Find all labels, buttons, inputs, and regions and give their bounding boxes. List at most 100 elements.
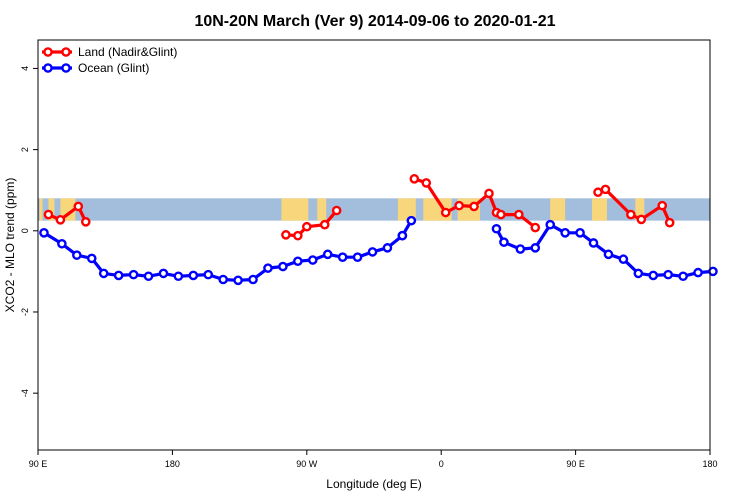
data-point: [496, 209, 506, 220]
x-tick-label: 90 E: [29, 459, 48, 469]
map-land: [48, 198, 55, 221]
data-point: [98, 268, 109, 279]
plot-frame: [37, 39, 711, 451]
map-land: [317, 198, 327, 221]
series-line: [43, 231, 404, 282]
map-ocean: [38, 198, 710, 221]
data-point: [248, 274, 258, 285]
data-point: [678, 271, 688, 282]
data-point: [657, 200, 668, 211]
data-point: [409, 174, 420, 184]
legend-marker: [43, 63, 53, 73]
data-point: [233, 275, 243, 286]
data-point: [530, 243, 541, 253]
y-axis-label: XCO2 - MLO trend (ppm): [3, 178, 17, 313]
data-point: [499, 237, 509, 247]
data-point: [491, 223, 502, 234]
data-point: [397, 230, 408, 241]
data-point: [173, 271, 184, 282]
data-point: [331, 205, 342, 216]
data-point: [545, 219, 556, 230]
data-point: [367, 247, 378, 257]
y-tick-label: 2: [20, 147, 30, 152]
legend: Land (Nadir&Glint) Ocean (Glint): [42, 45, 177, 75]
data-point: [55, 215, 66, 225]
data-point: [337, 252, 348, 262]
data-point: [307, 255, 318, 265]
data-point: [188, 270, 199, 281]
data-point: [618, 254, 629, 265]
map-land: [281, 198, 309, 221]
data-point: [406, 215, 417, 226]
map-land: [592, 198, 607, 221]
data-point: [319, 219, 330, 230]
legend-marker: [43, 47, 53, 57]
legend-label: Land (Nadir&Glint): [78, 45, 177, 59]
data-point: [203, 269, 214, 280]
data-point: [322, 249, 333, 260]
data-point: [593, 187, 603, 198]
data-point: [113, 270, 124, 281]
series-line: [413, 177, 537, 229]
data-point: [664, 217, 675, 228]
x-tick-label: 0: [439, 459, 444, 469]
chart-title: 10N-20N March (Ver 9) 2014-09-06 to 2020…: [194, 13, 555, 30]
series-layer: [39, 174, 718, 286]
data-point: [440, 207, 451, 218]
data-point: [575, 228, 585, 238]
legend-marker: [61, 63, 71, 73]
data-point: [57, 238, 67, 249]
x-tick-label: 90 E: [566, 459, 585, 469]
x-axis: 90 E 180 90 W 0 90 E 180: [29, 450, 718, 469]
data-point: [263, 263, 273, 273]
data-point: [80, 217, 91, 227]
data-point: [281, 230, 291, 240]
data-point: [514, 209, 524, 220]
data-point: [515, 244, 526, 254]
data-point: [128, 269, 139, 280]
map-land: [39, 198, 43, 221]
data-point: [352, 252, 363, 262]
data-point: [293, 256, 303, 267]
data-point: [484, 188, 494, 199]
data-point: [636, 214, 647, 225]
data-point: [86, 253, 97, 264]
data-point: [158, 268, 169, 279]
map-band: [38, 198, 710, 221]
data-point: [382, 243, 393, 253]
x-tick-label: 180: [165, 459, 180, 469]
legend-marker: [61, 47, 71, 57]
data-point: [143, 271, 154, 282]
data-point: [663, 269, 673, 280]
data-point: [454, 200, 464, 211]
data-point: [421, 178, 432, 188]
data-point: [560, 228, 570, 238]
data-point: [469, 201, 479, 212]
data-point: [708, 266, 718, 277]
data-point: [626, 209, 636, 220]
data-point: [73, 201, 84, 212]
data-point: [588, 238, 599, 248]
data-point: [293, 230, 303, 241]
y-tick-label: 0: [20, 228, 30, 233]
x-axis-label: Longitude (deg E): [326, 477, 421, 491]
data-point: [648, 270, 659, 281]
data-point: [633, 268, 644, 279]
data-point: [218, 274, 228, 285]
data-point: [278, 261, 288, 272]
y-tick-label: 4: [20, 66, 30, 71]
series-ocean: [39, 215, 718, 286]
data-point: [693, 267, 703, 278]
series-land: [43, 174, 675, 241]
series-line: [47, 204, 88, 223]
data-point: [39, 228, 49, 238]
data-point: [600, 184, 611, 195]
map-land: [635, 198, 645, 221]
data-point: [43, 209, 54, 220]
x-tick-label: 90 W: [296, 459, 318, 469]
legend-label: Ocean (Glint): [78, 61, 149, 75]
data-point: [530, 222, 541, 233]
y-tick-label: -2: [20, 308, 30, 316]
data-point: [301, 221, 312, 232]
series-line: [495, 223, 714, 278]
